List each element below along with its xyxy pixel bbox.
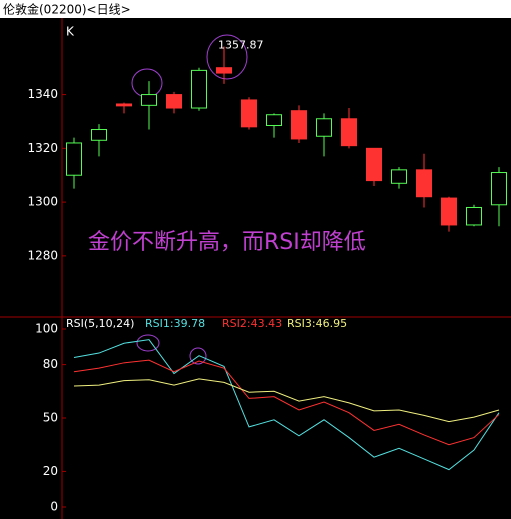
candle-body: [316, 118, 332, 137]
rsi-line: [73, 359, 500, 446]
high-label: 1357.87: [218, 39, 264, 52]
y-tick-label: 0: [50, 500, 58, 514]
candle-body: [241, 99, 257, 128]
candle-body: [291, 110, 307, 140]
candle-body: [116, 103, 132, 107]
panel-label: K: [66, 25, 75, 39]
chart-title: 伦敦金(02200)<日线>: [3, 2, 131, 17]
candle-body: [416, 169, 432, 198]
annotation: 金价不断升高，而RSI却降低: [88, 230, 366, 255]
candle-body: [191, 69, 207, 109]
highlight-circle: [136, 334, 160, 352]
title-bar: [0, 0, 511, 18]
y-tick-label: 20: [43, 464, 58, 478]
y-tick-label: 80: [43, 357, 58, 371]
candle-body: [66, 142, 82, 176]
y-tick-label: 100: [35, 322, 58, 336]
legend-label: RSI2:43.43: [222, 317, 282, 330]
candle-body: [166, 94, 182, 109]
rsi-line: [73, 339, 500, 471]
candle-body: [366, 147, 382, 182]
rsi-title: RSI(5,10,24): [66, 317, 134, 330]
candle-body: [466, 206, 482, 226]
candle-body: [391, 169, 407, 184]
y-tick-label: 1300: [27, 195, 58, 209]
y-tick-label: 50: [43, 411, 58, 425]
candle-body: [266, 114, 282, 126]
candle-body: [491, 172, 507, 206]
rsi-line: [73, 378, 500, 423]
highlight-circle: [206, 34, 248, 80]
y-tick-label: 1320: [27, 141, 58, 155]
highlight-circle: [189, 347, 207, 365]
legend-label: RSI3:46.95: [287, 317, 347, 330]
candle-body: [91, 129, 107, 141]
y-tick-label: 1340: [27, 87, 58, 101]
legend-label: RSI1:39.78: [145, 317, 205, 330]
candle-body: [341, 118, 357, 147]
y-tick-label: 1280: [27, 248, 58, 262]
candle-body: [441, 197, 457, 226]
candle-body: [216, 67, 232, 74]
candle-body: [141, 94, 157, 106]
